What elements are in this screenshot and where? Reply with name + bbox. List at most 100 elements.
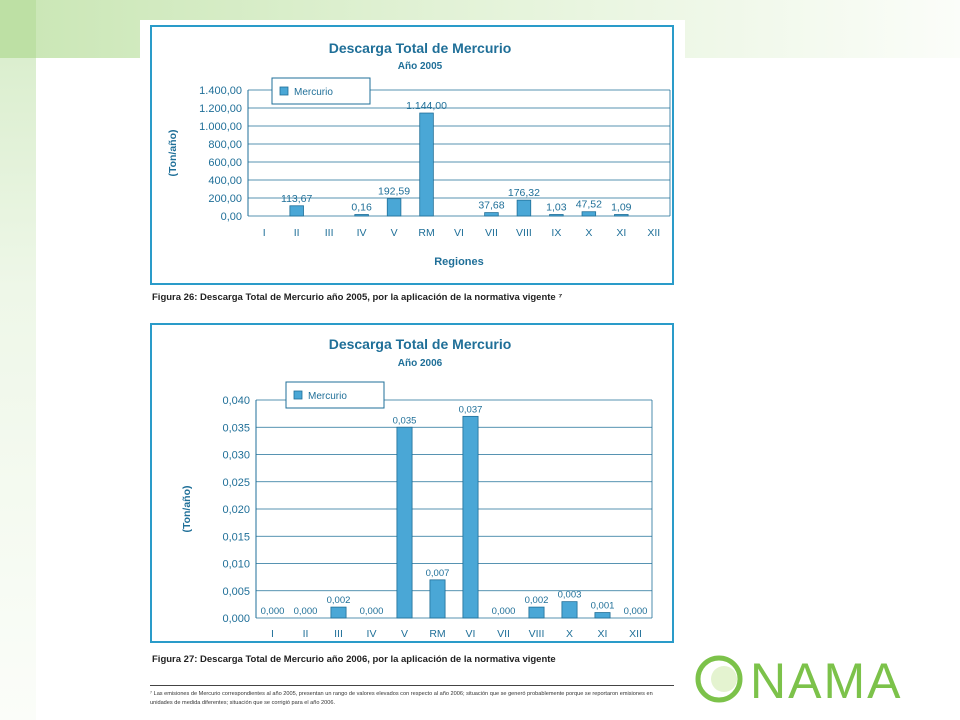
chart2005-value-label: 1,09 bbox=[611, 202, 632, 214]
chart2005-value-label: 113,67 bbox=[281, 193, 312, 205]
chart2006-value-label: 0,002 bbox=[525, 595, 549, 606]
chart2006-bar bbox=[561, 601, 578, 619]
chart2006-value-label: 0,000 bbox=[261, 606, 285, 617]
chart2006-category-label: IV bbox=[367, 628, 377, 640]
conama-logo-text: NAMA bbox=[750, 653, 903, 709]
chart2006-ytick-label: 0,020 bbox=[222, 504, 250, 516]
figure-26-caption: Figura 26: Descarga Total de Mercurio añ… bbox=[152, 292, 563, 303]
chart2006-ytick-label: 0,025 bbox=[222, 477, 250, 489]
chart2006-bar bbox=[396, 426, 413, 619]
chart2006-title: Descarga Total de Mercurio bbox=[329, 336, 512, 352]
chart2006-bar bbox=[330, 606, 347, 619]
chart2006-category-label: VI bbox=[466, 628, 476, 640]
chart2005-category-label: II bbox=[294, 227, 300, 239]
chart-2006-svg: Descarga Total de Mercurio Año 2006 0,000 0… bbox=[181, 336, 653, 640]
chart2006-ytick-label: 0,030 bbox=[222, 450, 250, 462]
chart2005-category-label: XI bbox=[616, 227, 626, 239]
chart-2006: Descarga Total de Mercurio Año 2006 0,000 0… bbox=[150, 323, 674, 643]
figure-27-caption: Figura 27: Descarga Total de Mercurio añ… bbox=[152, 654, 556, 665]
chart2005-value-label: 37,68 bbox=[478, 200, 504, 212]
chart2005-category-label: III bbox=[325, 227, 334, 239]
chart2005-category-label: VI bbox=[454, 227, 464, 239]
chart2006-category-label: VII bbox=[497, 628, 510, 640]
background-corner-block bbox=[0, 0, 36, 58]
chart2006-ytick-label: 0,000 bbox=[222, 613, 250, 625]
chart2006-bar bbox=[594, 612, 611, 619]
chart2006-category-label: II bbox=[303, 628, 309, 640]
chart2006-ylabel: (Ton/año) bbox=[181, 485, 193, 532]
chart2005-ytick-label: 400,00 bbox=[208, 175, 242, 187]
chart2005-value-label: 192,59 bbox=[378, 186, 410, 198]
chart2005-ytick-label: 800,00 bbox=[208, 139, 242, 151]
chart2005-value-label: 47,52 bbox=[576, 199, 602, 211]
chart2006-category-label: X bbox=[566, 628, 573, 640]
chart2006-category-label: VIII bbox=[529, 628, 545, 640]
chart2005-category-label: VII bbox=[485, 227, 498, 239]
chart2005-title: Descarga Total de Mercurio bbox=[329, 40, 512, 56]
footnote-divider bbox=[150, 685, 674, 686]
chart2005-category-label: VIII bbox=[516, 227, 532, 239]
chart2006-ytick-label: 0,015 bbox=[222, 531, 250, 543]
chart2006-ytick-label: 0,040 bbox=[222, 395, 250, 407]
chart2005-category-label: X bbox=[585, 227, 592, 239]
chart2005-subtitle: Año 2005 bbox=[398, 61, 443, 72]
chart2006-category-label: V bbox=[401, 628, 408, 640]
background-left-band bbox=[0, 0, 36, 720]
chart2006-legend-label: Mercurio bbox=[308, 391, 347, 402]
chart2006-value-label: 0,002 bbox=[327, 595, 351, 606]
chart2005-ytick-label: 600,00 bbox=[208, 157, 242, 169]
chart2006-value-label: 0,007 bbox=[426, 568, 450, 579]
chart2006-ytick-label: 0,035 bbox=[222, 422, 250, 434]
chart2005-bar bbox=[549, 214, 564, 217]
chart2006-subtitle: Año 2006 bbox=[398, 358, 443, 369]
chart2005-category-label: V bbox=[391, 227, 398, 239]
chart2006-bar bbox=[429, 579, 446, 619]
chart2005-value-label: 1.144,00 bbox=[406, 100, 447, 112]
chart2005-category-label: I bbox=[263, 227, 266, 239]
chart2006-category-label: III bbox=[334, 628, 343, 640]
chart2005-legend-label: Mercurio bbox=[294, 87, 333, 98]
chart2006-value-label: 0,035 bbox=[393, 415, 417, 426]
chart2006-value-label: 0,003 bbox=[558, 590, 582, 601]
chart2006-value-label: 0,000 bbox=[294, 606, 318, 617]
chart2005-bar bbox=[614, 214, 629, 217]
chart-2005-svg: Descarga Total de Mercurio Año 2005 0,00 20… bbox=[167, 40, 671, 268]
chart2006-bar bbox=[462, 415, 479, 619]
chart2006-ytick-label: 0,010 bbox=[222, 559, 250, 571]
chart2006-category-label: I bbox=[271, 628, 274, 640]
chart2005-legend-swatch bbox=[279, 86, 289, 96]
chart-2005: Descarga Total de Mercurio Año 2005 0,00 20… bbox=[150, 25, 674, 285]
chart2005-category-label: IX bbox=[551, 227, 561, 239]
chart2006-category-label: XII bbox=[629, 628, 642, 640]
chart2006-value-label: 0,037 bbox=[459, 404, 483, 415]
chart2006-value-label: 0,000 bbox=[360, 606, 384, 617]
chart2005-ytick-label: 0,00 bbox=[221, 211, 242, 223]
chart2005-xlabel: Regiones bbox=[434, 256, 484, 268]
chart2006-value-label: 0,001 bbox=[591, 601, 615, 612]
chart2005-bar bbox=[484, 212, 499, 217]
chart2005-category-label: RM bbox=[418, 227, 434, 239]
chart2005-ylabel: (Ton/año) bbox=[167, 129, 179, 176]
chart2005-bar bbox=[289, 205, 304, 217]
chart2005-bar bbox=[386, 198, 402, 217]
chart2006-value-label: 0,000 bbox=[492, 606, 516, 617]
chart2005-bar bbox=[419, 112, 434, 217]
chart2005-category-label: IV bbox=[357, 227, 367, 239]
chart2005-bar bbox=[516, 199, 532, 217]
chart2006-ytick-label: 0,005 bbox=[222, 586, 250, 598]
conama-logo: NAMA bbox=[690, 648, 950, 709]
chart2006-bar bbox=[528, 606, 545, 619]
chart2005-bar bbox=[581, 211, 597, 217]
chart2005-ytick-label: 1.000,00 bbox=[199, 121, 242, 133]
chart2005-category-label: XII bbox=[647, 227, 660, 239]
footnote-text: ⁷ Las emisiones de Mercurio correspondie… bbox=[150, 691, 653, 706]
chart2005-ytick-label: 1.200,00 bbox=[199, 103, 242, 115]
chart2006-legend-swatch bbox=[293, 390, 303, 400]
chart2005-bar bbox=[354, 214, 369, 217]
chart2006-category-label: XI bbox=[598, 628, 608, 640]
chart2005-ytick-label: 200,00 bbox=[208, 193, 242, 205]
chart2005-value-label: 0,16 bbox=[351, 202, 372, 214]
chart2006-category-label: RM bbox=[429, 628, 445, 640]
chart2005-value-label: 176,32 bbox=[508, 187, 540, 199]
conama-logo-ring-icon bbox=[695, 655, 743, 703]
